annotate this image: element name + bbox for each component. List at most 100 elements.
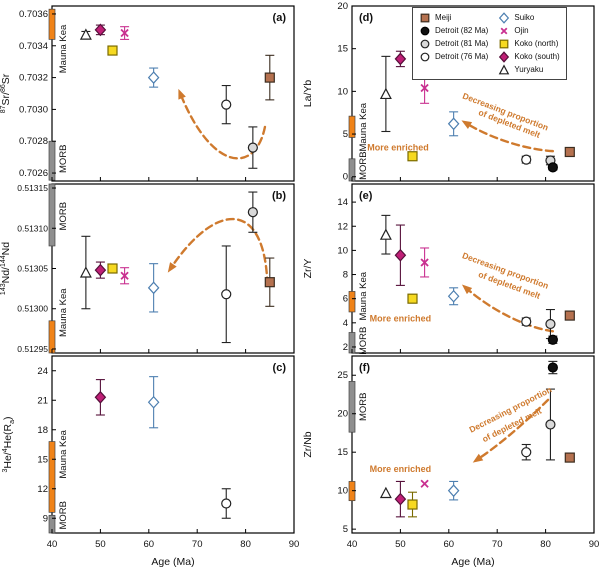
y-tick-label: 14 bbox=[337, 197, 348, 208]
y-axis-label: 3He/4He(Ra) bbox=[2, 416, 16, 472]
morb-reference-bar bbox=[48, 140, 56, 181]
morb-reference-bar bbox=[48, 183, 56, 247]
panel-e-plot: Mauna Kea MORB 2 4 6 8 10 12 14 Zr/Y (e) More enric… bbox=[300, 182, 600, 354]
plot-frame bbox=[51, 5, 295, 182]
panel-a: Mauna Kea MORB 0.7026 0.7028 0.7030 0.7032 0.7… bbox=[0, 0, 300, 182]
data-point bbox=[407, 151, 418, 162]
data-point bbox=[420, 479, 429, 488]
data-point bbox=[120, 28, 129, 38]
y-axis-label: 87Sr/86Sr bbox=[0, 73, 12, 113]
data-point bbox=[407, 499, 418, 510]
trend-arrowhead bbox=[167, 262, 177, 273]
morb-reference-bar bbox=[348, 381, 356, 433]
data-points bbox=[379, 214, 575, 345]
panel-b-plot: MORB Mauna Kea 0.51295 0.51300 0.51305 0.5131… bbox=[0, 182, 300, 354]
data-point bbox=[379, 228, 392, 240]
data-point bbox=[547, 334, 558, 345]
maunakea-reference-bar bbox=[48, 320, 56, 354]
legend-item-kokoN: Koko (north) bbox=[497, 37, 559, 50]
data-points bbox=[379, 50, 575, 173]
data-point bbox=[147, 71, 160, 84]
data-point bbox=[447, 484, 460, 498]
y-tick-label: 20 bbox=[337, 1, 348, 12]
data-point bbox=[420, 258, 429, 267]
y-tick-label: 0 bbox=[343, 172, 348, 182]
data-point bbox=[94, 263, 107, 277]
data-points bbox=[79, 191, 275, 344]
panel-f-plot: MORB 5 10 15 20 25 40 50 60 70 80 90 Age (Ma) Zr/Nb (f… bbox=[300, 354, 600, 572]
data-point bbox=[221, 99, 232, 110]
x-tick-label: 70 bbox=[492, 539, 503, 550]
x-tick-label: 90 bbox=[289, 539, 300, 550]
data-point bbox=[247, 207, 258, 218]
data-point bbox=[499, 50, 510, 63]
y-tick-label: 8 bbox=[343, 270, 348, 281]
panel-letter: (f) bbox=[359, 362, 370, 374]
y-tick-label: 10 bbox=[337, 486, 348, 497]
y-tick-label: 0.7030 bbox=[19, 104, 48, 115]
maunakea-reference-bar bbox=[348, 115, 356, 138]
trend-arrow bbox=[464, 286, 555, 333]
y-tick-label: 15 bbox=[37, 454, 48, 465]
data-point bbox=[564, 310, 575, 321]
maunakea-reference-bar bbox=[48, 8, 56, 40]
maunakea-label: Mauna Kea bbox=[358, 271, 369, 320]
data-point bbox=[420, 52, 430, 61]
y-tick-label: 21 bbox=[37, 395, 48, 406]
suiko-marker-icon bbox=[499, 11, 510, 24]
y-tick-label: 0.7036 bbox=[19, 9, 48, 20]
legend-label: Ojin bbox=[514, 26, 529, 35]
data-point bbox=[420, 26, 430, 35]
data-point bbox=[547, 162, 558, 173]
trend-arrow bbox=[475, 398, 550, 462]
panel-letter: (b) bbox=[272, 190, 286, 202]
y-tick-label: 0.7026 bbox=[19, 168, 48, 179]
y-tick-label: 0.51315 bbox=[17, 183, 48, 193]
panel-letter: (c) bbox=[273, 362, 287, 374]
annotation-text: More enriched bbox=[370, 464, 432, 474]
data-points bbox=[379, 360, 575, 518]
legend-item-detroit82: Detroit (82 Ma) bbox=[418, 24, 488, 37]
y-tick-label: 20 bbox=[337, 409, 348, 420]
annotation-text: More enriched bbox=[370, 314, 432, 324]
x-tick-label: 40 bbox=[47, 539, 58, 550]
y-tick-label: 12 bbox=[337, 221, 348, 232]
x-tick-label: 80 bbox=[540, 539, 551, 550]
yuryaku-marker-icon bbox=[499, 63, 510, 74]
y-tick-label: 2 bbox=[343, 342, 348, 353]
legend-item-detroit81: Detroit (81 Ma) bbox=[418, 37, 488, 50]
plot-frame bbox=[351, 183, 595, 354]
data-point bbox=[447, 117, 460, 131]
maunakea-reference-bar bbox=[48, 441, 56, 513]
y-tick-label: 18 bbox=[37, 425, 48, 436]
legend-label: Detroit (82 Ma) bbox=[435, 26, 489, 35]
legend-label: Yuryaku bbox=[514, 65, 544, 74]
data-point bbox=[107, 263, 118, 274]
y-tick-label: 4 bbox=[343, 318, 348, 329]
morb-label: MORB bbox=[358, 393, 369, 422]
data-point bbox=[264, 277, 275, 288]
data-point bbox=[545, 318, 556, 330]
panel-b: MORB Mauna Kea 0.51295 0.51300 0.51305 0.5131… bbox=[0, 182, 300, 354]
maunakea-label: Mauna Kea bbox=[58, 429, 69, 478]
panel-e: Mauna Kea MORB 2 4 6 8 10 12 14 Zr/Y (e) More enric… bbox=[300, 182, 600, 354]
y-tick-label: 5 bbox=[343, 129, 348, 140]
morb-label: MORB bbox=[58, 202, 69, 231]
data-point bbox=[564, 452, 575, 463]
data-point bbox=[521, 154, 532, 165]
x-tick-label: 60 bbox=[144, 539, 155, 550]
data-point bbox=[264, 72, 275, 83]
y-tick-label: 9 bbox=[43, 513, 48, 524]
legend: Meiji Detroit (82 Ma) Detroit (81 Ma) Detro… bbox=[412, 7, 567, 80]
panel-c-plot: Mauna Kea MORB 9 12 15 18 21 24 40 50 60 70 80 90 Age … bbox=[0, 354, 300, 572]
legend-item-detroit76: Detroit (76 Ma) bbox=[418, 50, 488, 63]
data-point bbox=[247, 142, 258, 153]
y-tick-label: 10 bbox=[337, 245, 348, 256]
data-point bbox=[94, 23, 107, 37]
trend-arrow bbox=[464, 121, 555, 153]
data-point bbox=[94, 390, 107, 404]
y-axis-label: Zr/Y bbox=[302, 259, 314, 279]
annotation-text: More enriched bbox=[367, 142, 429, 152]
meiji-marker-icon bbox=[420, 13, 430, 22]
data-point bbox=[499, 63, 510, 74]
